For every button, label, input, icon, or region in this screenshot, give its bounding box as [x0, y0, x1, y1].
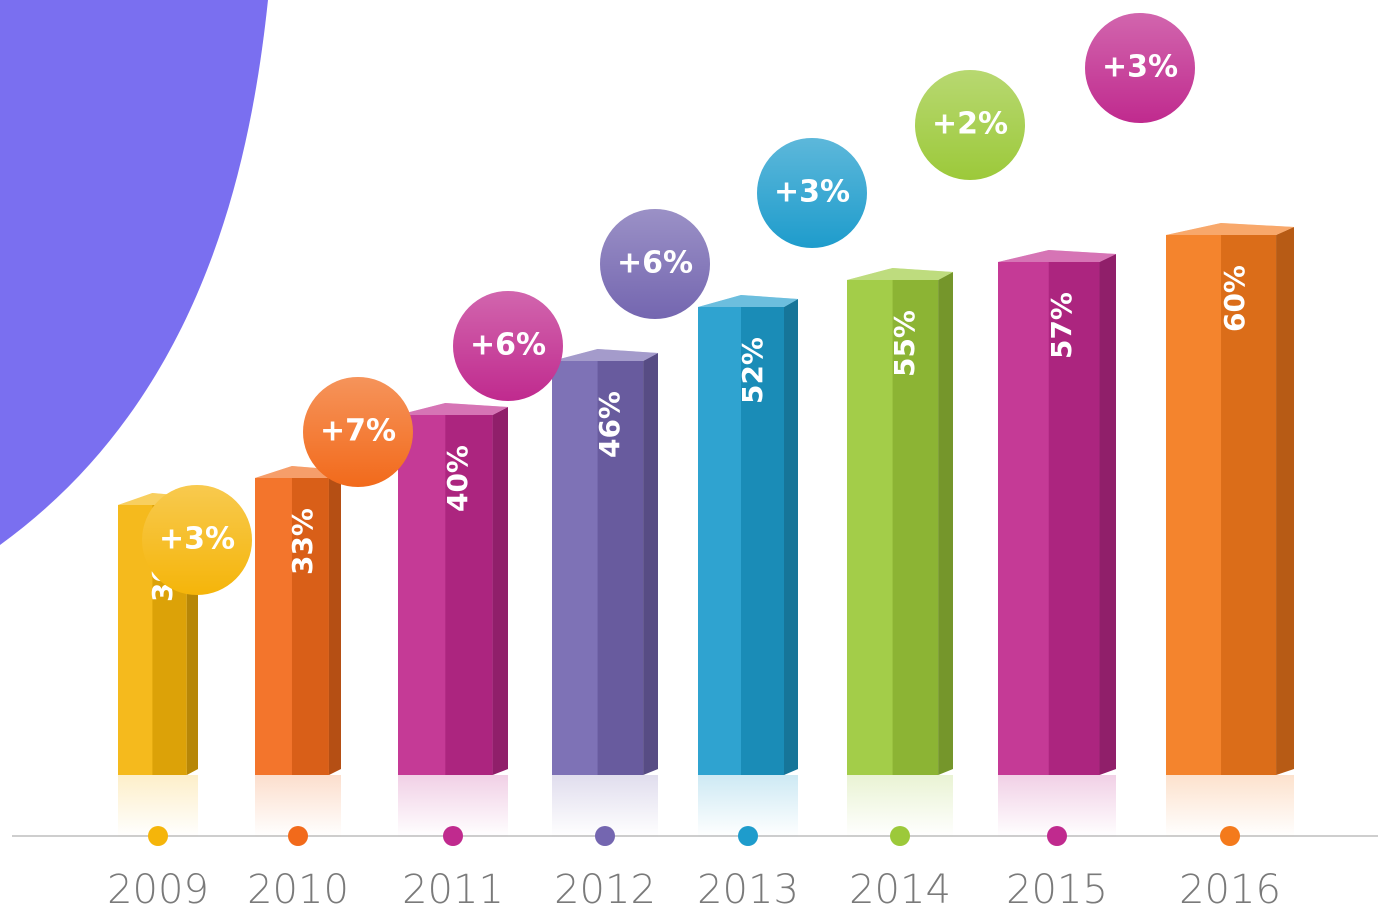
change-label: +3%: [774, 175, 850, 210]
bar-top: [552, 349, 658, 361]
bar: [847, 280, 939, 775]
axis-dot: [148, 826, 168, 846]
axis-dot: [1220, 826, 1240, 846]
change-label: +3%: [159, 522, 235, 557]
bar-highlight: [552, 361, 598, 775]
axis-dot: [595, 826, 615, 846]
value-label: 52%: [736, 337, 769, 404]
bar-side-shade: [492, 407, 508, 775]
x-tick-label: 2015: [1006, 867, 1108, 911]
x-tick-label: 2013: [697, 867, 799, 911]
bar: [998, 262, 1100, 775]
bar-top-light: [847, 268, 953, 280]
change-label: +3%: [1102, 50, 1178, 85]
bar-shade: [1048, 262, 1100, 775]
bar-highlight: [698, 307, 741, 775]
bar-top: [847, 268, 953, 280]
value-label: 40%: [441, 445, 474, 512]
bar-highlight: [1166, 235, 1222, 775]
x-tick-label: 2011: [402, 867, 504, 911]
bar-top-light: [398, 403, 508, 415]
bar: [398, 415, 493, 775]
bar-side-shade: [1276, 227, 1294, 775]
bar-side-shade: [938, 272, 953, 775]
value-label: 55%: [888, 310, 921, 377]
axis-dot: [1047, 826, 1067, 846]
change-label: +2%: [932, 107, 1008, 142]
bar-side-shade: [784, 299, 798, 775]
change-bubble-gloss: [303, 377, 413, 487]
bar-side: [328, 470, 341, 775]
change-bubble-gloss: [600, 209, 710, 319]
bar-top: [1166, 223, 1294, 235]
change-bubble-gloss: [915, 70, 1025, 180]
bar-shade: [1221, 235, 1277, 775]
change-bubble-gloss: [453, 291, 563, 401]
bar-shade: [445, 415, 493, 775]
value-label: 60%: [1218, 265, 1251, 332]
bar-highlight: [998, 262, 1049, 775]
change-label: +7%: [320, 414, 396, 449]
bar: [1166, 235, 1277, 775]
bar-side-shade: [328, 470, 341, 775]
bar-side: [784, 299, 798, 775]
change-bubble-gloss: [1085, 13, 1195, 123]
change-bubble-gloss: [757, 138, 867, 248]
bar-highlight: [255, 478, 292, 775]
bar-shade: [892, 280, 939, 775]
bar: [255, 478, 329, 775]
axis-dot: [288, 826, 308, 846]
value-label: 57%: [1045, 292, 1078, 359]
bar-top-light: [1166, 223, 1294, 235]
bar-side-shade: [1099, 254, 1116, 775]
bar-highlight: [847, 280, 893, 775]
bar-top: [998, 250, 1116, 262]
bar-top-light: [698, 295, 798, 307]
x-tick-label: 2010: [247, 867, 349, 911]
bar-highlight: [398, 415, 446, 775]
bar-side: [938, 272, 953, 775]
bar-top: [398, 403, 508, 415]
x-tick-label: 2012: [554, 867, 656, 911]
x-tick-label: 2009: [107, 867, 209, 911]
x-tick-label: 2014: [849, 867, 951, 911]
x-tick-label: 2016: [1179, 867, 1281, 911]
bar-side: [1276, 227, 1294, 775]
bar: [698, 307, 784, 775]
background-shape: [0, 0, 268, 545]
bar-top-light: [998, 250, 1116, 262]
bar-shade: [597, 361, 644, 775]
axis-dot: [890, 826, 910, 846]
change-label: +6%: [470, 328, 546, 363]
axis-dot: [443, 826, 463, 846]
bar-side: [643, 353, 658, 775]
bar-top-light: [552, 349, 658, 361]
bar-side: [492, 407, 508, 775]
bar-side-shade: [643, 353, 658, 775]
bar-shade: [741, 307, 784, 775]
value-label: 33%: [286, 508, 319, 575]
bar-shade: [291, 478, 329, 775]
axis-dot: [738, 826, 758, 846]
change-label: +6%: [617, 246, 693, 281]
bar-side: [1099, 254, 1116, 775]
value-label: 46%: [593, 391, 626, 458]
bar: [552, 361, 644, 775]
bar-top: [698, 295, 798, 307]
change-bubble-gloss: [142, 485, 252, 595]
